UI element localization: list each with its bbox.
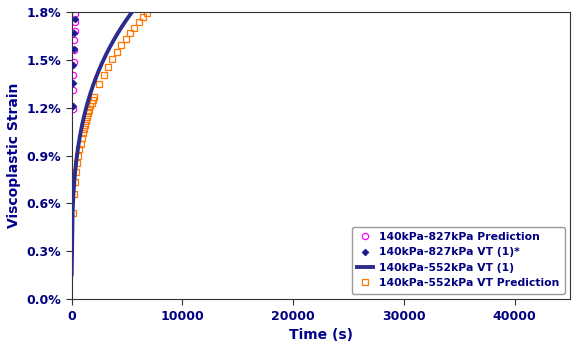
140kPa-827kPa VT (1)* (72, 0, 79, 2)
140kPa-827kPa VT (1)* (69, 104, 76, 108)
X-axis label: Time (s): Time (s) (289, 328, 353, 342)
Y-axis label: Viscoplastic Strain: Viscoplastic Strain (7, 83, 21, 228)
Line: 140kPa-552kPa VT (1): 140kPa-552kPa VT (1) (72, 0, 548, 274)
140kPa-827kPa VT (1)* (70, 62, 77, 67)
140kPa-827kPa Prediction (69, 106, 76, 111)
140kPa-827kPa VT (1)* (70, 81, 77, 85)
140kPa-552kPa VT (1) (68, 272, 75, 276)
Line: 140kPa-827kPa Prediction: 140kPa-827kPa Prediction (69, 0, 551, 112)
Line: 140kPa-827kPa VT (1)*: 140kPa-827kPa VT (1)* (70, 0, 550, 108)
140kPa-827kPa VT (1)* (71, 31, 78, 36)
140kPa-827kPa VT (1)* (70, 47, 77, 52)
140kPa-552kPa VT Prediction (74, 161, 81, 165)
140kPa-827kPa VT (1)* (72, 17, 78, 22)
140kPa-552kPa VT Prediction (69, 211, 76, 215)
140kPa-552kPa VT Prediction (88, 101, 95, 105)
Legend: 140kPa-827kPa Prediction, 140kPa-827kPa VT (1)*, 140kPa-552kPa VT (1), 140kPa-55: 140kPa-827kPa Prediction, 140kPa-827kPa … (352, 227, 565, 294)
Line: 140kPa-552kPa VT Prediction: 140kPa-552kPa VT Prediction (70, 0, 550, 216)
